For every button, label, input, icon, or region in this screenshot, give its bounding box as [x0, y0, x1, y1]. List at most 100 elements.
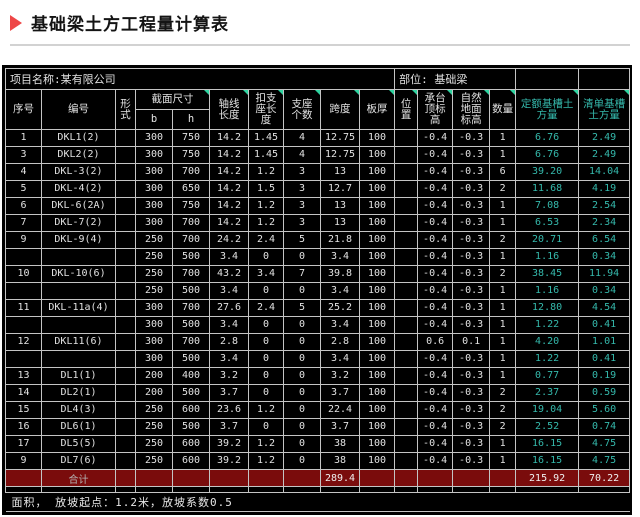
empty-cell [515, 68, 580, 90]
cap-top-elevation-cell: -0.4 [417, 299, 454, 317]
code-cell: DL5(5) [41, 435, 116, 453]
axis-length-cell: 2.8 [209, 333, 249, 351]
empty-cell [5, 469, 42, 487]
support-count-cell: 3 [283, 214, 321, 232]
ground-elevation-cell: -0.3 [452, 384, 491, 402]
position-cell [394, 146, 419, 164]
empty-cell [209, 469, 249, 487]
quota-earthwork-cell: 39.20 [515, 163, 580, 181]
quota-earthwork-cell: 1.22 [515, 350, 580, 368]
slab-thickness-cell: 100 [358, 282, 396, 300]
quantity-cell: 1 [489, 333, 517, 351]
code-cell: DL7(6) [41, 452, 116, 470]
ground-elevation-cell: -0.3 [452, 214, 491, 232]
deduct-length-cell: 1.2 [248, 401, 284, 419]
support-count-cell: 3 [283, 197, 321, 215]
cap-top-elevation-cell: -0.4 [417, 248, 454, 266]
quantity-cell: 2 [489, 231, 517, 249]
code-cell: DKL2(2) [41, 146, 116, 164]
quota-earthwork-cell: 4.20 [515, 333, 580, 351]
table-row: 13 DL1(1) 200 400 3.2 0 0 3.2 100 -0.4 -0.3 1 0.77 0.… [5, 367, 631, 385]
deduct-length-cell: 0 [248, 282, 284, 300]
b-cell: 300 [135, 129, 173, 147]
earthwork-table: 项目名称:某有限公司 部位: 基础梁 序号 编号 形 式 截面尺寸 轴线 长度 … [4, 68, 631, 512]
total-span-cell: 289.4 [320, 469, 360, 487]
header-position: 位置 [394, 89, 419, 130]
table-row: 250 500 3.4 0 0 3.4 100 -0.4 -0.3 1 1.16 0.34 [5, 282, 631, 300]
code-cell: DKL-10(6) [41, 265, 116, 283]
list-earthwork-cell: 5.60 [578, 401, 631, 419]
position-cell [394, 452, 419, 470]
code-cell [41, 248, 116, 266]
position-cell [394, 435, 419, 453]
axis-length-cell: 3.7 [209, 418, 249, 436]
position-cell [394, 384, 419, 402]
quota-earthwork-cell: 1.22 [515, 316, 580, 334]
comment-marker-icon [624, 90, 629, 95]
support-count-cell: 0 [283, 435, 321, 453]
table-data-section: 1 DKL1(2) 300 750 14.2 1.45 4 12.75 100 -0.4 -0.3 1… [5, 129, 631, 470]
b-cell: 300 [135, 299, 173, 317]
b-cell: 250 [135, 401, 173, 419]
code-cell: DKL-4(2) [41, 180, 116, 198]
header-span: 跨度 [320, 89, 360, 130]
list-earthwork-cell: 2.49 [578, 129, 631, 147]
position-cell [394, 231, 419, 249]
header-row-1: 序号 编号 形 式 截面尺寸 轴线 长度 扣支 座长 度 支座 个数 跨度 板厚… [5, 89, 631, 130]
empty-cell [417, 469, 454, 487]
h-cell: 600 [172, 435, 210, 453]
list-earthwork-cell: 0.34 [578, 248, 631, 266]
seq-cell: 10 [5, 265, 42, 283]
quota-earthwork-cell: 16.15 [515, 452, 580, 470]
form-cell [115, 316, 136, 334]
table-row: 250 500 3.4 0 0 3.4 100 -0.4 -0.3 1 1.16 0.34 [5, 248, 631, 266]
total-row: 合计 289.4 215.92 70.22 [5, 469, 631, 487]
quota-earthwork-cell: 38.45 [515, 265, 580, 283]
code-cell: DKL-11a(4) [41, 299, 116, 317]
code-cell: DL6(1) [41, 418, 116, 436]
code-cell: DKL11(6) [41, 333, 116, 351]
span-cell: 3.7 [320, 384, 360, 402]
quota-earthwork-cell: 0.77 [515, 367, 580, 385]
axis-length-cell: 14.2 [209, 163, 249, 181]
position-cell [394, 197, 419, 215]
ground-elevation-cell: 0.1 [452, 333, 491, 351]
cap-top-elevation-cell: -0.4 [417, 452, 454, 470]
location-cell: 部位: 基础梁 [394, 68, 517, 90]
quantity-cell: 1 [489, 367, 517, 385]
span-cell: 3.7 [320, 418, 360, 436]
cap-top-elevation-cell: -0.4 [417, 231, 454, 249]
header-quantity: 数量 [489, 89, 517, 130]
header-axis-length: 轴线 长度 [209, 89, 249, 130]
form-cell [115, 367, 136, 385]
quota-earthwork-cell: 6.53 [515, 214, 580, 232]
h-cell: 500 [172, 384, 210, 402]
footer-note: 面积， 放坡起点：1.2米，放坡系数0.5 [5, 492, 630, 512]
total-label-cell: 合计 [41, 469, 116, 487]
code-cell: DKL-9(4) [41, 231, 116, 249]
position-cell [394, 316, 419, 334]
position-cell [394, 282, 419, 300]
table-row: 15 DL4(3) 250 600 23.6 1.2 0 22.4 100 -0.4 -0.3 2 19… [5, 401, 631, 419]
position-cell [394, 333, 419, 351]
cap-top-elevation-cell: -0.4 [417, 163, 454, 181]
empty-cell [135, 469, 173, 487]
comment-marker-icon [412, 90, 417, 95]
h-cell: 500 [172, 248, 210, 266]
table-row: 3 DKL2(2) 300 750 14.2 1.45 4 12.75 100 -0.4 -0.3 1… [5, 146, 631, 164]
list-earthwork-cell: 4.19 [578, 180, 631, 198]
deduct-length-cell: 1.2 [248, 435, 284, 453]
code-cell [41, 282, 116, 300]
seq-cell: 1 [5, 129, 42, 147]
list-earthwork-cell: 6.54 [578, 231, 631, 249]
slab-thickness-cell: 100 [358, 384, 396, 402]
header-form: 形 式 [115, 89, 136, 130]
span-cell: 25.2 [320, 299, 360, 317]
h-cell: 650 [172, 180, 210, 198]
slab-thickness-cell: 100 [358, 435, 396, 453]
slab-thickness-cell: 100 [358, 452, 396, 470]
slab-thickness-cell: 100 [358, 350, 396, 368]
project-name-cell: 项目名称:某有限公司 [4, 68, 396, 90]
quota-earthwork-cell: 6.76 [515, 146, 580, 164]
h-cell: 700 [172, 231, 210, 249]
